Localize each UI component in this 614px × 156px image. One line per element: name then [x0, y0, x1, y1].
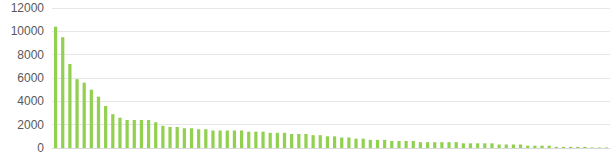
svg-text:4000: 4000 — [17, 94, 44, 108]
svg-text:8000: 8000 — [17, 48, 44, 62]
svg-text:2000: 2000 — [17, 118, 44, 132]
svg-text:10000: 10000 — [11, 24, 45, 38]
svg-text:12000: 12000 — [11, 1, 45, 15]
svg-text:0: 0 — [37, 141, 44, 155]
svg-text:6000: 6000 — [17, 71, 44, 85]
